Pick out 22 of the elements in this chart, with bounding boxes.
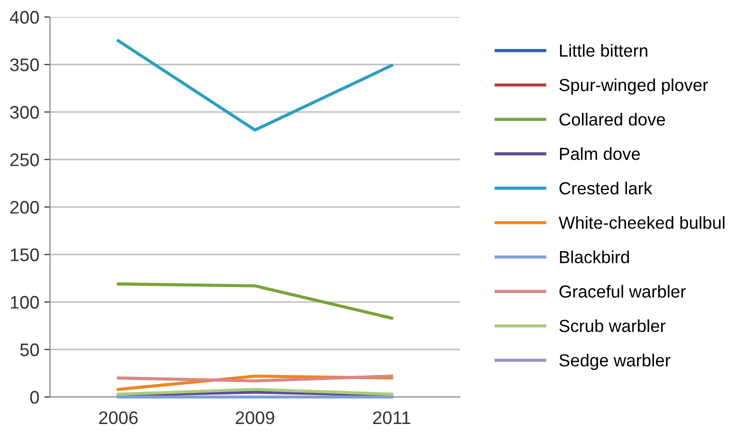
y-tick-label: 0: [30, 390, 39, 404]
x-tick-label: 2011: [373, 411, 410, 424]
x-tick-label: 2006: [99, 411, 138, 424]
legend-label: White-cheeked bulbul: [558, 216, 724, 229]
y-tick-label: 150: [10, 248, 39, 262]
y-tick-label: 200: [10, 200, 39, 214]
y-tick-label: 250: [10, 153, 39, 166]
legend-label: Collared dove: [560, 112, 665, 126]
legend-label: Little bittern: [560, 44, 648, 57]
legend-label: Crested lark: [560, 182, 652, 194]
y-tick-label: 100: [10, 296, 39, 309]
legend-label: Palm dove: [560, 147, 640, 160]
legend-label: Scrub warbler: [559, 319, 666, 332]
y-tick-label: 350: [10, 58, 39, 72]
y-tick-label: 400: [10, 10, 39, 24]
legend-label: Sedge warbler: [559, 354, 670, 370]
x-tick-label: 2009: [236, 411, 274, 424]
y-tick-label: 300: [10, 106, 39, 119]
legend-label: Spur-winged plover: [559, 78, 708, 95]
legend-label: Blackbird: [560, 250, 629, 264]
y-tick-label: 50: [20, 343, 39, 356]
legend-label: Graceful warbler: [560, 284, 686, 298]
